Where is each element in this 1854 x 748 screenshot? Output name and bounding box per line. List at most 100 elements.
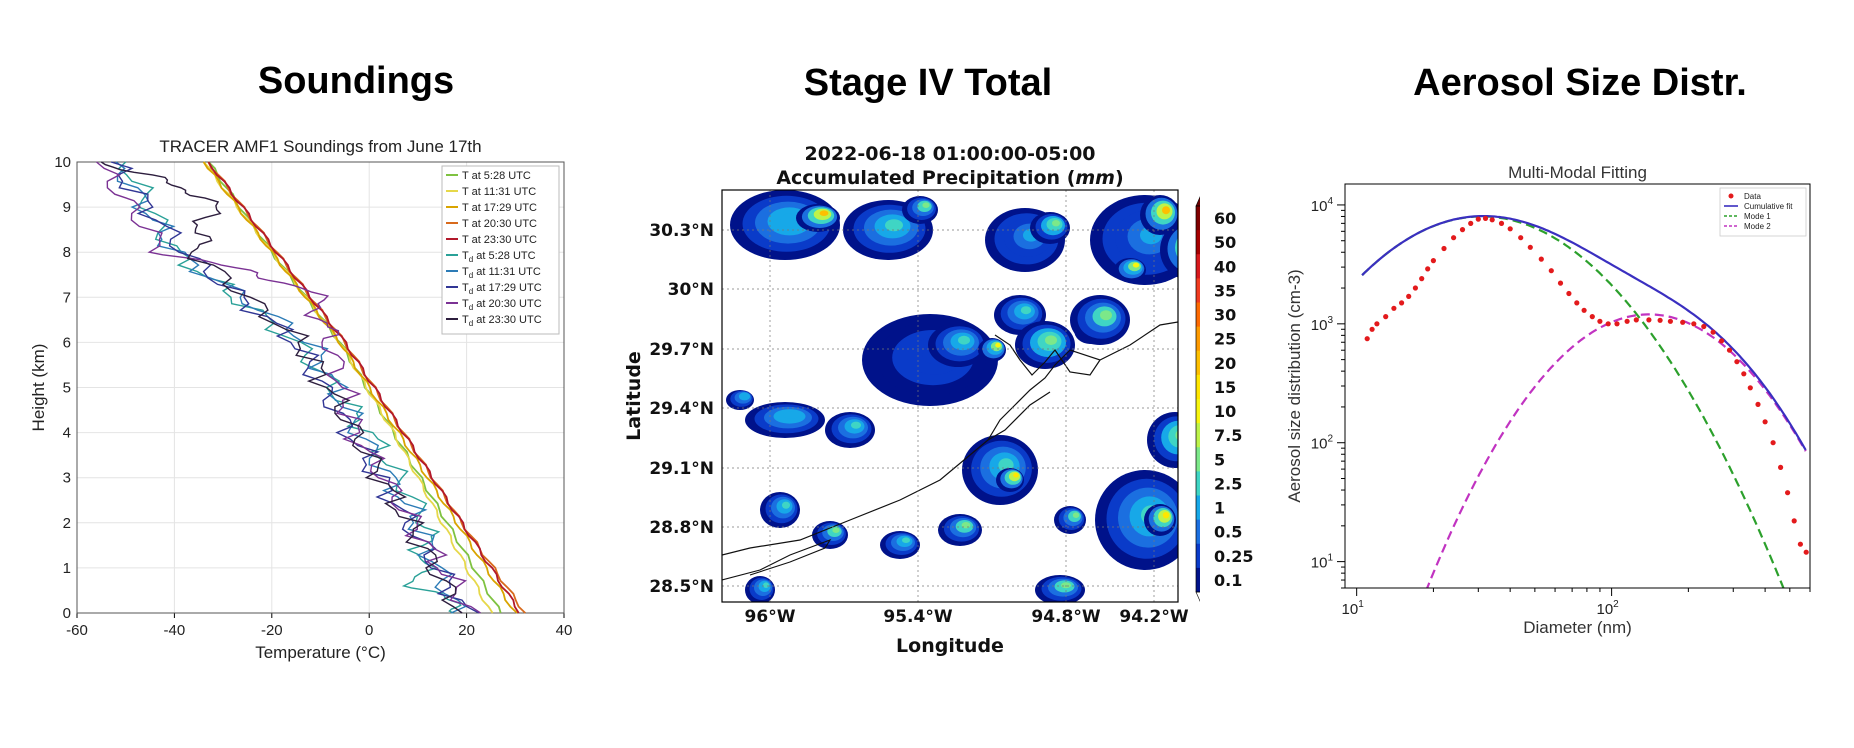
aerosol-data-point — [1785, 490, 1791, 496]
sounding-ytick-label: 0 — [63, 605, 71, 622]
precip-contour-patch — [1052, 220, 1060, 227]
sounding-xtick-label: 20 — [458, 622, 475, 639]
colorbar-segment — [1196, 495, 1200, 521]
map-lat-tick-label: 29.4°N — [649, 399, 714, 419]
aerosol-chart: 60 50 40 35 30 25 20 15 10 7.5 5 2.5 1 0.5 0.25 0.1 101 1… — [1214, 163, 1811, 637]
precip-contour-patch — [1162, 206, 1170, 215]
aerosol-data-point — [1441, 245, 1447, 252]
sounding-xaxis-label: Temperature (°C) — [255, 643, 386, 662]
aerosol-data-point — [1574, 300, 1580, 306]
colorbar-segment — [1196, 471, 1200, 496]
precip-contour-patch — [763, 582, 769, 588]
sounding-xtick-label: 0 — [365, 622, 373, 639]
colorbar-segment — [1196, 350, 1200, 376]
aerosol-data-point — [1657, 317, 1663, 323]
map-frame — [721, 189, 1179, 603]
colorbar-tick-label: 10 — [1214, 402, 1236, 421]
colorbar-segment — [1196, 567, 1200, 593]
aerosol-data-point — [1581, 307, 1587, 313]
sounding-series-line — [100, 161, 463, 614]
aerosol-data-point — [1557, 280, 1564, 286]
colorbar-segment — [1196, 519, 1200, 545]
aerosol-legend-label: Mode 2 — [1744, 222, 1771, 231]
aerosol-xtick-label: 102 — [1596, 599, 1619, 618]
stage4-panel-title: Stage IV Total — [803, 62, 1053, 104]
aerosol-data-point — [1412, 285, 1418, 291]
aerosol-data-point — [1518, 235, 1524, 241]
precip-contour-patch — [1100, 310, 1112, 321]
colorbar-tick-label: 60 — [1214, 209, 1236, 228]
colorbar-tick-label: 50 — [1214, 233, 1236, 252]
sounding-legend-label: T at 11:31 UTC — [462, 186, 536, 198]
colorbar-segment — [1196, 423, 1200, 448]
aerosol-data-point — [1383, 314, 1389, 320]
colorbar-tick-label: 40 — [1214, 257, 1236, 276]
map-yaxis-label: Latitude — [623, 351, 645, 441]
precip-contour-patch — [1175, 430, 1178, 440]
aerosol-xaxis-label: Diameter (nm) — [1523, 618, 1632, 637]
aerosol-data-point — [1566, 290, 1572, 297]
colorbar-tick-label: 20 — [1214, 354, 1236, 373]
map-lon-tick-label: 94.2°W — [1119, 607, 1188, 627]
colorbar-tick-label: 1 — [1214, 499, 1225, 518]
aerosol-data-point — [1614, 321, 1620, 327]
aerosol-data-point — [1741, 371, 1747, 377]
aerosol-data-point — [1451, 235, 1457, 241]
sounding-xtick-label: 40 — [556, 622, 573, 639]
colorbar-segment — [1196, 447, 1200, 472]
aerosol-data-point — [1624, 318, 1630, 324]
precip-contour-patch — [832, 527, 840, 533]
aerosol-data-point — [1597, 318, 1603, 324]
sounding-legend-label: Td at 23:30 UTC — [462, 314, 542, 328]
sounding-ytick-label: 9 — [63, 199, 71, 216]
sounding-xtick-label: -20 — [261, 622, 283, 639]
map-lon-tick-label: 94.8°W — [1031, 607, 1100, 627]
aerosol-data-point — [1691, 321, 1697, 327]
aerosol-yaxis-label: Aerosol size distribution (cm-3) — [1285, 269, 1304, 502]
sounding-legend-label: Td at 11:31 UTC — [462, 266, 541, 280]
aerosol-ytick-label: 104 — [1311, 196, 1334, 215]
colorbar-extend-bottom — [1195, 591, 1200, 602]
colorbar-segment — [1196, 374, 1200, 400]
precip-contour-patch — [922, 202, 930, 208]
soundings-chart: -60 -40 -20 0 20 40 0 1 2 3 4 5 6 7 8 9 10 TRACER AMF1 So… — [29, 137, 573, 662]
sounding-legend-label: Td at 5:28 UTC — [462, 250, 536, 264]
aerosol-data-point — [1406, 293, 1412, 299]
aerosol-data-point — [1710, 329, 1716, 335]
aerosol-data-point — [1468, 220, 1474, 226]
precip-contour-patch — [958, 335, 970, 345]
sounding-legend-label: T at 23:30 UTC — [462, 234, 537, 246]
colorbar-tick-label: 15 — [1214, 378, 1236, 397]
map-lat-tick-label: 28.8°N — [649, 518, 714, 538]
map-title-line1: 2022-06-18 01:00:00-05:00 — [804, 143, 1095, 165]
precip-contour-patch — [1013, 472, 1019, 478]
aerosol-data-point — [1726, 347, 1733, 353]
sounding-ytick-label: 5 — [63, 380, 71, 397]
aerosol-data-point — [1680, 319, 1686, 325]
map-lon-tick-label: 95.4°W — [883, 607, 952, 627]
aerosol-data-point — [1527, 244, 1533, 250]
colorbar-segment — [1196, 399, 1200, 424]
sounding-series-line — [207, 161, 520, 614]
map-lat-tick-label: 29.1°N — [649, 459, 714, 479]
aerosol-data-point — [1548, 268, 1554, 274]
aerosol-mode-curve — [1361, 215, 1785, 588]
precip-contour-patch — [782, 501, 790, 509]
precip-contour-patch — [902, 537, 910, 543]
precip-contour-patch — [1175, 237, 1178, 258]
coastline — [722, 321, 1178, 556]
colorbar-segment — [1196, 543, 1200, 569]
precip-contour-patch — [851, 421, 861, 429]
aerosol-xtick-label: 101 — [1342, 599, 1365, 618]
sounding-legend-label: Td at 20:30 UTC — [462, 298, 542, 312]
aerosol-data-point — [1498, 220, 1505, 226]
matagorda-outline — [722, 538, 832, 581]
stage4-chart: 96°W 95.4°W 94.8°W 94.2°W 30.3°N 30°N 29.7°N 29… — [623, 143, 1200, 657]
aerosol-data-point — [1734, 359, 1740, 365]
aerosol-ytick-label: 103 — [1311, 315, 1334, 334]
precip-contour-patch — [1168, 425, 1178, 448]
colorbar-segment — [1196, 206, 1200, 231]
map-xaxis-label: Longitude — [896, 635, 1004, 657]
aerosol-data-point — [1430, 258, 1436, 264]
aerosol-data-point — [1803, 549, 1809, 555]
